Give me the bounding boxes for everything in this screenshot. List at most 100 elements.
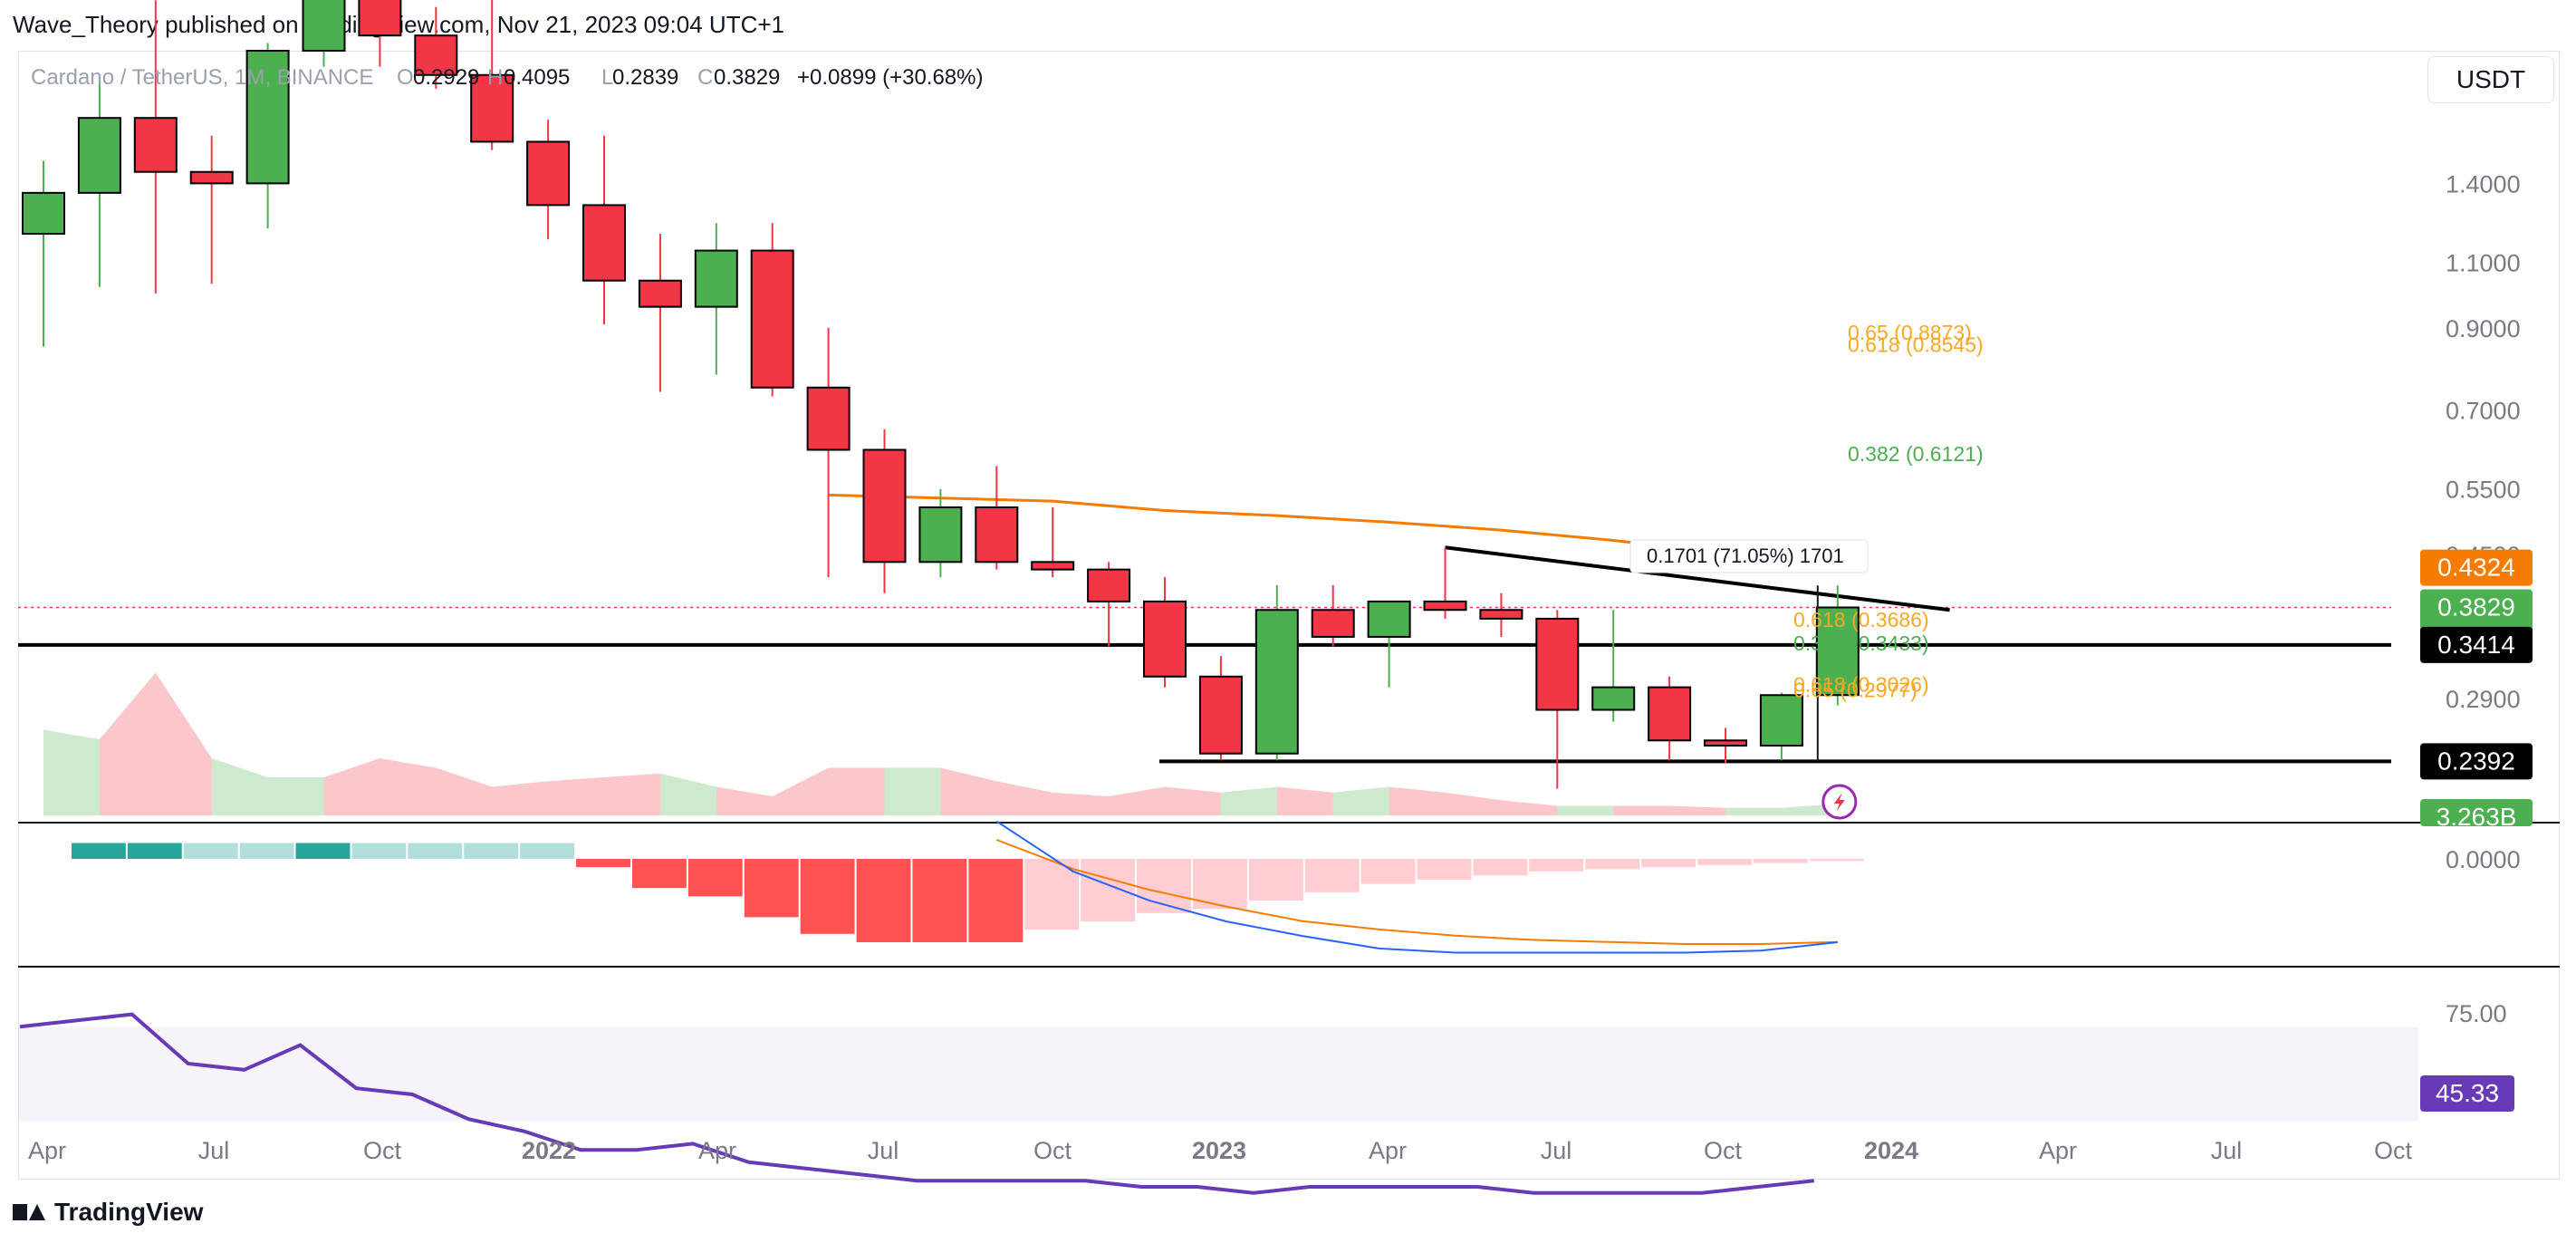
footer-brand-label: TradingView — [54, 1198, 204, 1226]
candle-body — [1198, 675, 1243, 755]
volume-area-segment — [323, 758, 380, 815]
volume-area-segment — [99, 672, 156, 815]
fib-level-label: 0.618 (0.8545) — [1848, 333, 1984, 357]
x-axis-label: 2024 — [1864, 1137, 1918, 1164]
fib-level-label: 0.382 (0.3433) — [1793, 631, 1929, 655]
macd-signal-line — [995, 839, 1838, 945]
volume-area-segment — [884, 767, 941, 815]
legend-high: 0.4095 — [504, 65, 570, 90]
macd-histogram-bar — [71, 843, 126, 859]
y-axis-label: 0.7000 — [2446, 398, 2521, 425]
x-axis-label: Oct — [1704, 1137, 1743, 1164]
legend-low-key: L — [601, 65, 613, 90]
footer-brand[interactable]: TradingView — [13, 1194, 203, 1230]
macd-histogram-bar — [1248, 859, 1303, 901]
x-axis-label: Apr — [28, 1137, 66, 1164]
macd-histogram-bar — [1753, 859, 1808, 863]
candle-body — [1367, 600, 1411, 638]
rsi-upper-label: 75.00 — [2446, 1000, 2507, 1027]
macd-zero-label: 0.0000 — [2446, 846, 2521, 873]
volume-area-segment — [1501, 800, 1558, 815]
macd-histogram-bar — [1360, 859, 1416, 884]
rsi-value-badge — [2420, 1075, 2514, 1112]
rsi-line — [19, 1012, 1815, 1195]
candle-body — [918, 506, 963, 564]
x-axis-label: Apr — [698, 1137, 736, 1164]
candle-body — [133, 117, 178, 173]
macd-histogram-bar — [744, 859, 799, 918]
volume-area-segment — [1557, 805, 1614, 815]
volume-area-segment — [828, 767, 885, 815]
price-badge — [2420, 743, 2533, 780]
macd-histogram-bar — [1304, 859, 1360, 892]
macd-histogram-bar — [1024, 859, 1080, 930]
candle-body — [358, 0, 402, 37]
volume-area-segment — [492, 781, 549, 815]
volume-area-segment — [211, 758, 268, 815]
volume-area-segment — [1220, 786, 1277, 815]
candle-body — [1591, 686, 1636, 711]
y-axis-label: 0.5500 — [2446, 477, 2521, 504]
fib-level-label: 0.65 (0.8873) — [1848, 321, 1972, 344]
candle-body — [302, 0, 346, 52]
volume-area-segment — [772, 767, 829, 815]
macd-histogram-bar — [576, 859, 630, 868]
candle-body — [1087, 568, 1131, 602]
volume-area-segment — [43, 729, 100, 815]
macd-histogram-bar — [1641, 859, 1697, 868]
fib-level-label: 0.618 (0.3686) — [1793, 608, 1929, 631]
currency-button[interactable]: USDT — [2427, 56, 2554, 103]
macd-histogram-bar — [800, 859, 855, 934]
candle-body — [750, 249, 794, 389]
candle-body — [1535, 617, 1580, 711]
volume-area-segment — [659, 773, 716, 815]
macd-histogram-bar — [1473, 859, 1528, 876]
macd-line — [995, 820, 1838, 954]
price-badge — [2420, 799, 2533, 826]
x-axis-label: Oct — [2374, 1137, 2413, 1164]
measure-label-box — [1629, 539, 1869, 573]
price-badge — [2420, 549, 2533, 586]
volume-area-segment — [1109, 786, 1165, 815]
candle-body — [975, 506, 1019, 564]
legend-low: 0.2839 — [612, 65, 678, 90]
macd-histogram-bar — [1585, 859, 1640, 870]
rsi-value-label: 45.33 — [2436, 1079, 2499, 1107]
x-axis-label: Jul — [868, 1137, 899, 1164]
candle-body — [1254, 609, 1299, 755]
price-badge-label: 0.3414 — [2437, 631, 2515, 659]
price-badge — [2420, 626, 2533, 663]
x-axis-label: 2022 — [522, 1137, 576, 1164]
volume-area-segment — [380, 758, 437, 815]
legend-open: 0.2929 — [413, 65, 479, 90]
candle-body — [1815, 606, 1860, 697]
candle-body — [862, 448, 907, 564]
volume-area-segment — [604, 773, 660, 815]
macd-histogram-bar — [464, 843, 519, 859]
volume-area-segment — [940, 767, 997, 815]
candle-body — [1704, 739, 1747, 747]
volume-area-segment — [1669, 805, 1725, 815]
legend-change: +0.0899 (+30.68%) — [797, 65, 984, 90]
x-axis-label: Jul — [2211, 1137, 2243, 1164]
resistance-trendline — [1445, 545, 1950, 612]
candle-body — [526, 140, 571, 207]
candle-body — [414, 34, 458, 76]
x-axis-label: Jul — [1541, 1137, 1572, 1164]
macd-histogram-bar — [408, 843, 463, 859]
volume-area-segment — [1165, 786, 1221, 815]
candle-body — [638, 279, 682, 308]
macd-histogram-bar — [1697, 859, 1752, 865]
candle-body — [694, 249, 738, 308]
candle-body — [245, 50, 290, 185]
candle-body — [1648, 686, 1692, 742]
macd-histogram-bar — [183, 843, 238, 859]
x-axis-label: Oct — [1033, 1137, 1072, 1164]
candle-body — [189, 170, 234, 185]
volume-area-segment — [548, 777, 604, 815]
fib-level-label: 0.618 (0.3026) — [1793, 672, 1929, 696]
volume-area-segment — [436, 767, 493, 815]
candle-body — [77, 117, 121, 194]
macd-histogram-bar — [1081, 859, 1136, 921]
